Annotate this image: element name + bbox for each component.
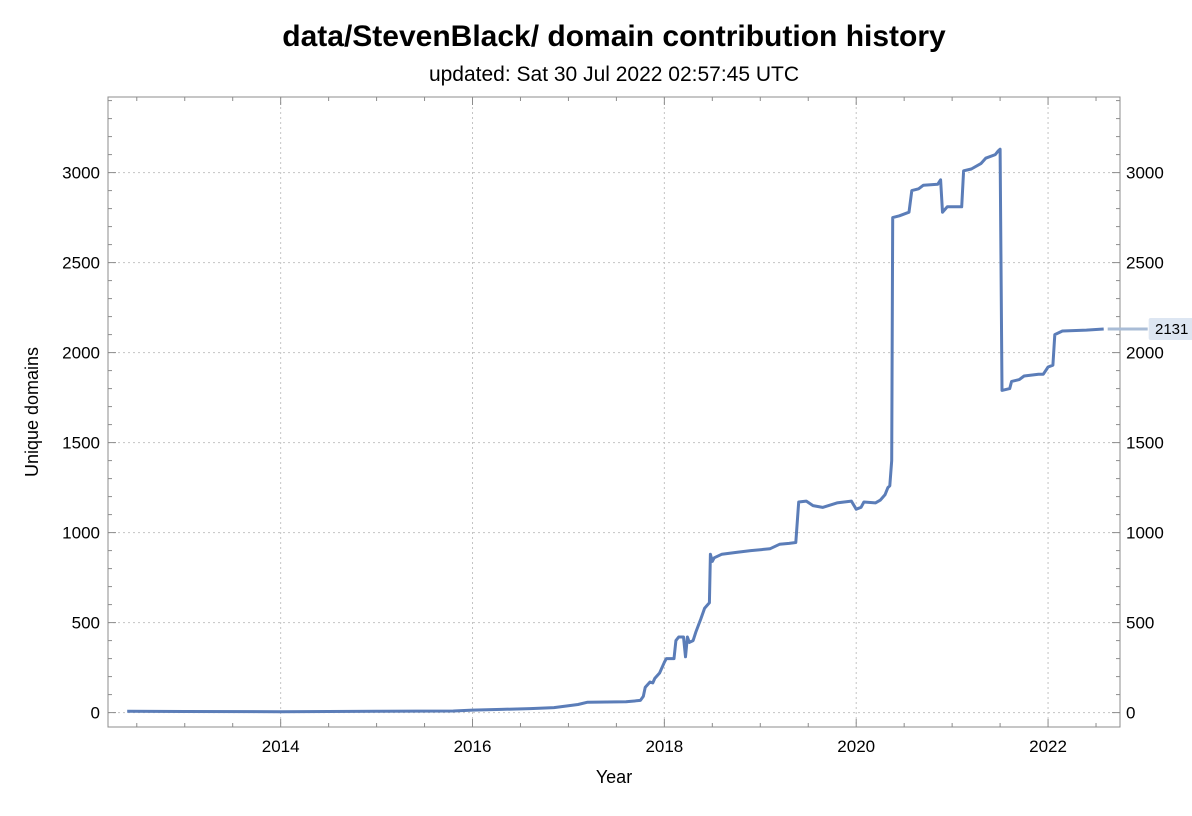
x-axis-label: Year <box>596 767 632 787</box>
x-tick-label: 2016 <box>454 737 492 756</box>
x-tick-label: 2018 <box>645 737 683 756</box>
y-tick-label-left: 500 <box>72 614 100 633</box>
y-tick-label-right: 2500 <box>1126 254 1164 273</box>
axis-ticks: 2014 2016 2018 2020 2022 0 0 500 500 1000 1000 1500… <box>62 97 1164 756</box>
y-tick-label-left: 1500 <box>62 434 100 453</box>
grid-lines <box>108 97 1120 727</box>
end-value-label: 2131 <box>1155 321 1188 338</box>
plot-frame <box>107 96 1121 728</box>
y-tick-label-right: 3000 <box>1126 164 1164 183</box>
y-tick-label-left: 3000 <box>62 164 100 183</box>
y-axis-label: Unique domains <box>22 347 42 477</box>
series-layer: 2131 <box>127 147 1192 714</box>
y-tick-label-right: 0 <box>1126 704 1135 723</box>
y-tick-label-right: 1000 <box>1126 524 1164 543</box>
chart-subtitle: updated: Sat 30 Jul 2022 02:57:45 UTC <box>429 63 799 86</box>
y-tick-label-right: 500 <box>1126 614 1154 633</box>
series-line <box>127 147 1104 714</box>
x-tick-label: 2020 <box>837 737 875 756</box>
y-tick-label-right: 2000 <box>1126 344 1164 363</box>
y-tick-label-right: 1500 <box>1126 434 1164 453</box>
y-tick-label-left: 2500 <box>62 254 100 273</box>
x-tick-label: 2014 <box>262 737 300 756</box>
y-tick-label-left: 1000 <box>62 524 100 543</box>
y-tick-label-left: 2000 <box>62 344 100 363</box>
x-tick-label: 2022 <box>1029 737 1067 756</box>
y-tick-label-left: 0 <box>91 704 100 723</box>
chart-title: data/StevenBlack/ domain contribution hi… <box>282 20 946 53</box>
end-value-badge <box>1148 318 1192 341</box>
